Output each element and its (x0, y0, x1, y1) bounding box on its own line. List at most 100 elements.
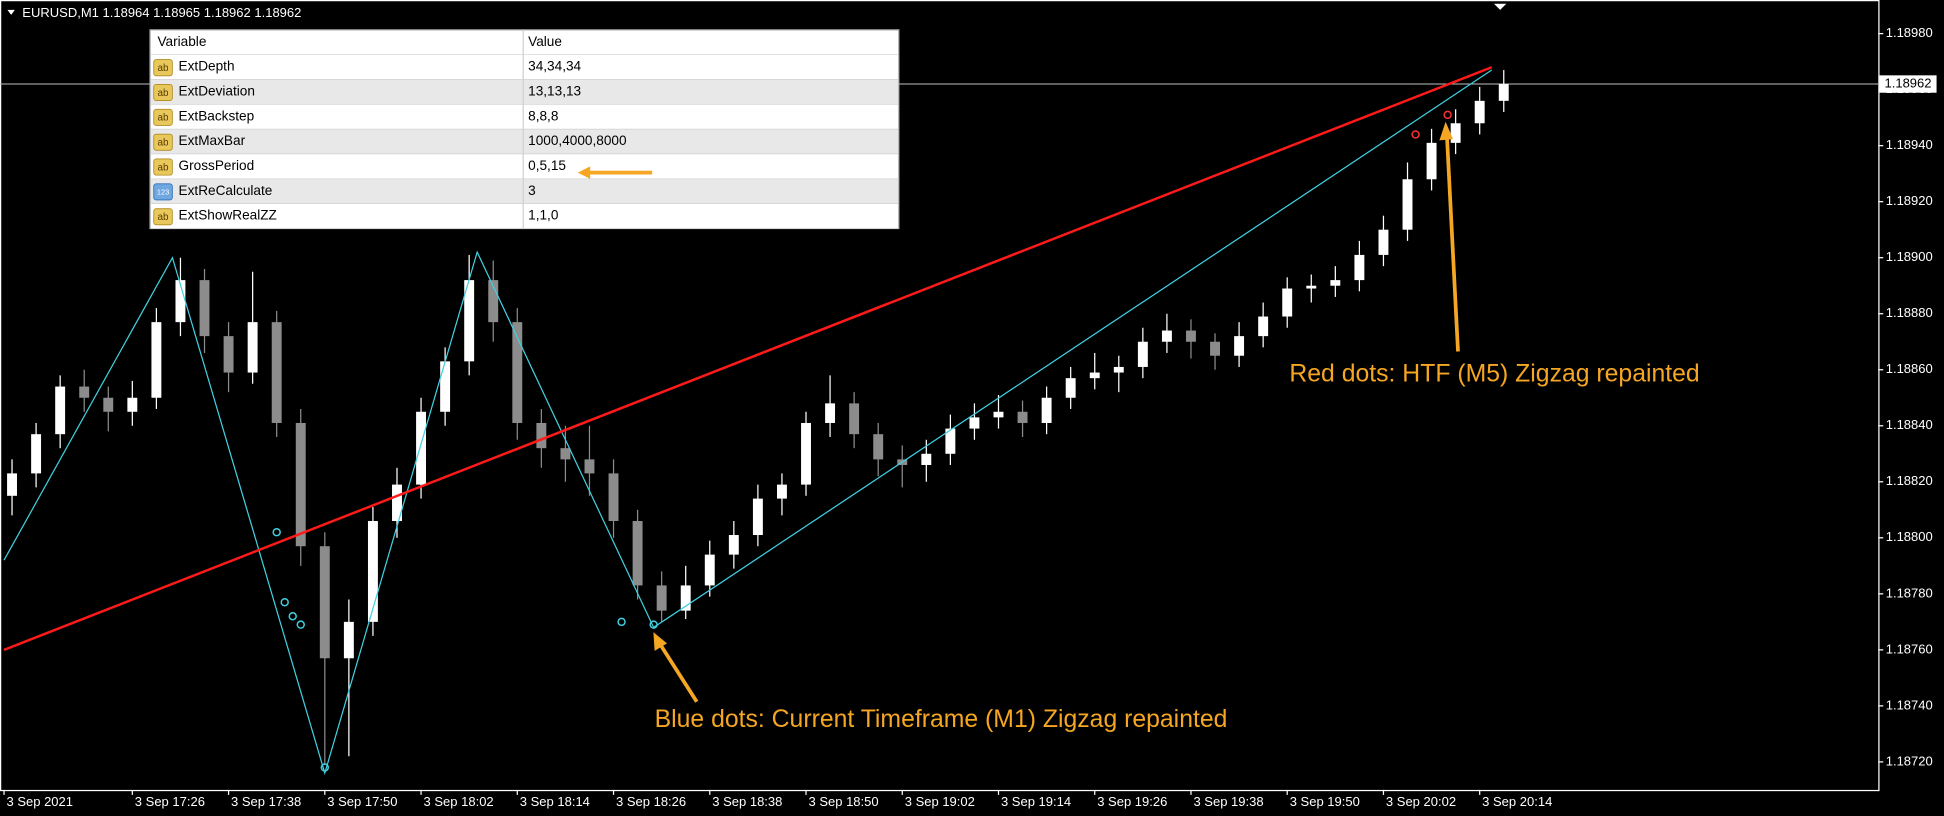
x-tick-label: 3 Sep 19:14 (1001, 794, 1071, 809)
repaint-dot (272, 527, 281, 537)
shift-marker (1493, 3, 1507, 10)
variable-value: 3 (528, 183, 536, 198)
candle-body (127, 397, 138, 412)
variable-value: 8,8,8 (528, 108, 558, 123)
variable-name: ExtReCalculate (179, 183, 273, 198)
candle-body (367, 521, 378, 622)
y-tick-label: 1.18780 (1886, 585, 1933, 600)
candle-body (704, 554, 715, 586)
type-icon-label: 123 (157, 187, 169, 196)
candle-body (1354, 254, 1365, 281)
y-tick-label: 1.18760 (1886, 641, 1933, 656)
variable-value: 0,5,15 (528, 158, 566, 173)
type-icon (153, 59, 173, 77)
candle-body (1258, 316, 1269, 337)
candle-body (1113, 366, 1124, 373)
candle-body (1306, 285, 1317, 289)
candle-body (1234, 336, 1245, 356)
repaint-dot (288, 612, 297, 621)
candle-body (247, 322, 258, 373)
repaint-dot (617, 617, 626, 627)
y-tick-label: 1.18900 (1886, 249, 1933, 264)
table-row (150, 178, 899, 204)
x-tick-label: 3 Sep 18:50 (808, 794, 878, 809)
type-icon (153, 133, 173, 151)
type-icon (153, 183, 173, 201)
candle-body (608, 473, 619, 522)
candle-body (512, 322, 523, 423)
candle-body (464, 280, 475, 362)
type-icon-label: ab (158, 137, 169, 148)
y-tick-label: 1.18940 (1886, 137, 1933, 152)
candle-body (440, 361, 451, 412)
x-tick-label: 3 Sep 17:38 (231, 794, 301, 809)
candle-body (1402, 179, 1413, 230)
y-tick-label: 1.18820 (1886, 473, 1933, 488)
candle-body (1282, 288, 1293, 317)
type-icon (153, 158, 173, 176)
candle-body (199, 280, 210, 337)
variable-value: 1,1,0 (528, 208, 559, 223)
candle-body (921, 453, 932, 465)
type-icon-label: ab (158, 63, 169, 74)
candle-body (584, 459, 595, 474)
candle-body (536, 422, 547, 449)
candle-body (728, 535, 739, 555)
repaint-dot (320, 763, 330, 772)
x-tick-label: 3 Sep 20:02 (1386, 794, 1456, 809)
zigzag-line (3, 66, 1493, 652)
candle-body (801, 422, 811, 485)
current-price-box (1879, 75, 1937, 93)
repaint-dot (649, 620, 658, 629)
candle-body (223, 336, 234, 373)
variable-name: ExtMaxBar (179, 133, 246, 148)
candle-body (271, 322, 282, 423)
candle-body (175, 280, 186, 323)
candle-body (79, 386, 90, 398)
menu-arrow (7, 9, 15, 15)
variable-name: ExtShowRealZZ (179, 208, 277, 223)
candle-body (7, 473, 17, 496)
x-tick-label: 3 Sep 2021 (6, 794, 73, 809)
candle-body (343, 621, 354, 659)
x-tick-label: 3 Sep 19:26 (1097, 794, 1167, 809)
variable-value: 13,13,13 (528, 84, 581, 99)
y-tick-label: 1.18740 (1886, 697, 1933, 712)
candle-body (993, 411, 1004, 418)
annotation: Blue dots: Current Timeframe (M1) Zigzag… (655, 706, 1228, 733)
candle-body (680, 585, 691, 611)
candle-body (151, 322, 162, 398)
table-row (150, 54, 899, 80)
candle-body (849, 403, 860, 435)
candle-body (873, 434, 884, 460)
chart-header: EURUSD,M1 1.18964 1.18965 1.18962 1.1896… (22, 5, 301, 20)
y-tick-label: 1.18800 (1886, 529, 1933, 544)
type-icon-label: ab (158, 212, 169, 223)
candle-body (1330, 280, 1341, 286)
variable-value: 34,34,34 (528, 59, 581, 74)
plot-border (0, 0, 1880, 792)
column-header: Value (528, 34, 562, 49)
x-tick-label: 3 Sep 17:26 (135, 794, 205, 809)
type-icon (153, 108, 173, 126)
y-tick-label: 1.18860 (1886, 361, 1933, 376)
candle-body (1426, 142, 1437, 180)
arrow-head (1439, 121, 1454, 141)
candle-body (1474, 100, 1485, 124)
type-icon (153, 84, 173, 102)
candle-body (1378, 229, 1389, 255)
candle-body (103, 397, 114, 412)
repaint-dot (296, 620, 305, 629)
candle-body (1089, 372, 1100, 379)
candle-body (416, 411, 427, 485)
x-tick-label: 3 Sep 18:26 (616, 794, 686, 809)
candle-body (392, 484, 402, 522)
candle-body (1017, 411, 1028, 423)
candle-body (1450, 123, 1461, 143)
candle-body (632, 521, 643, 586)
repaint-dot (1443, 110, 1452, 120)
annotation-arrow (1444, 134, 1460, 352)
candle-body (1065, 378, 1076, 398)
x-tick-label: 3 Sep 18:02 (424, 794, 494, 809)
